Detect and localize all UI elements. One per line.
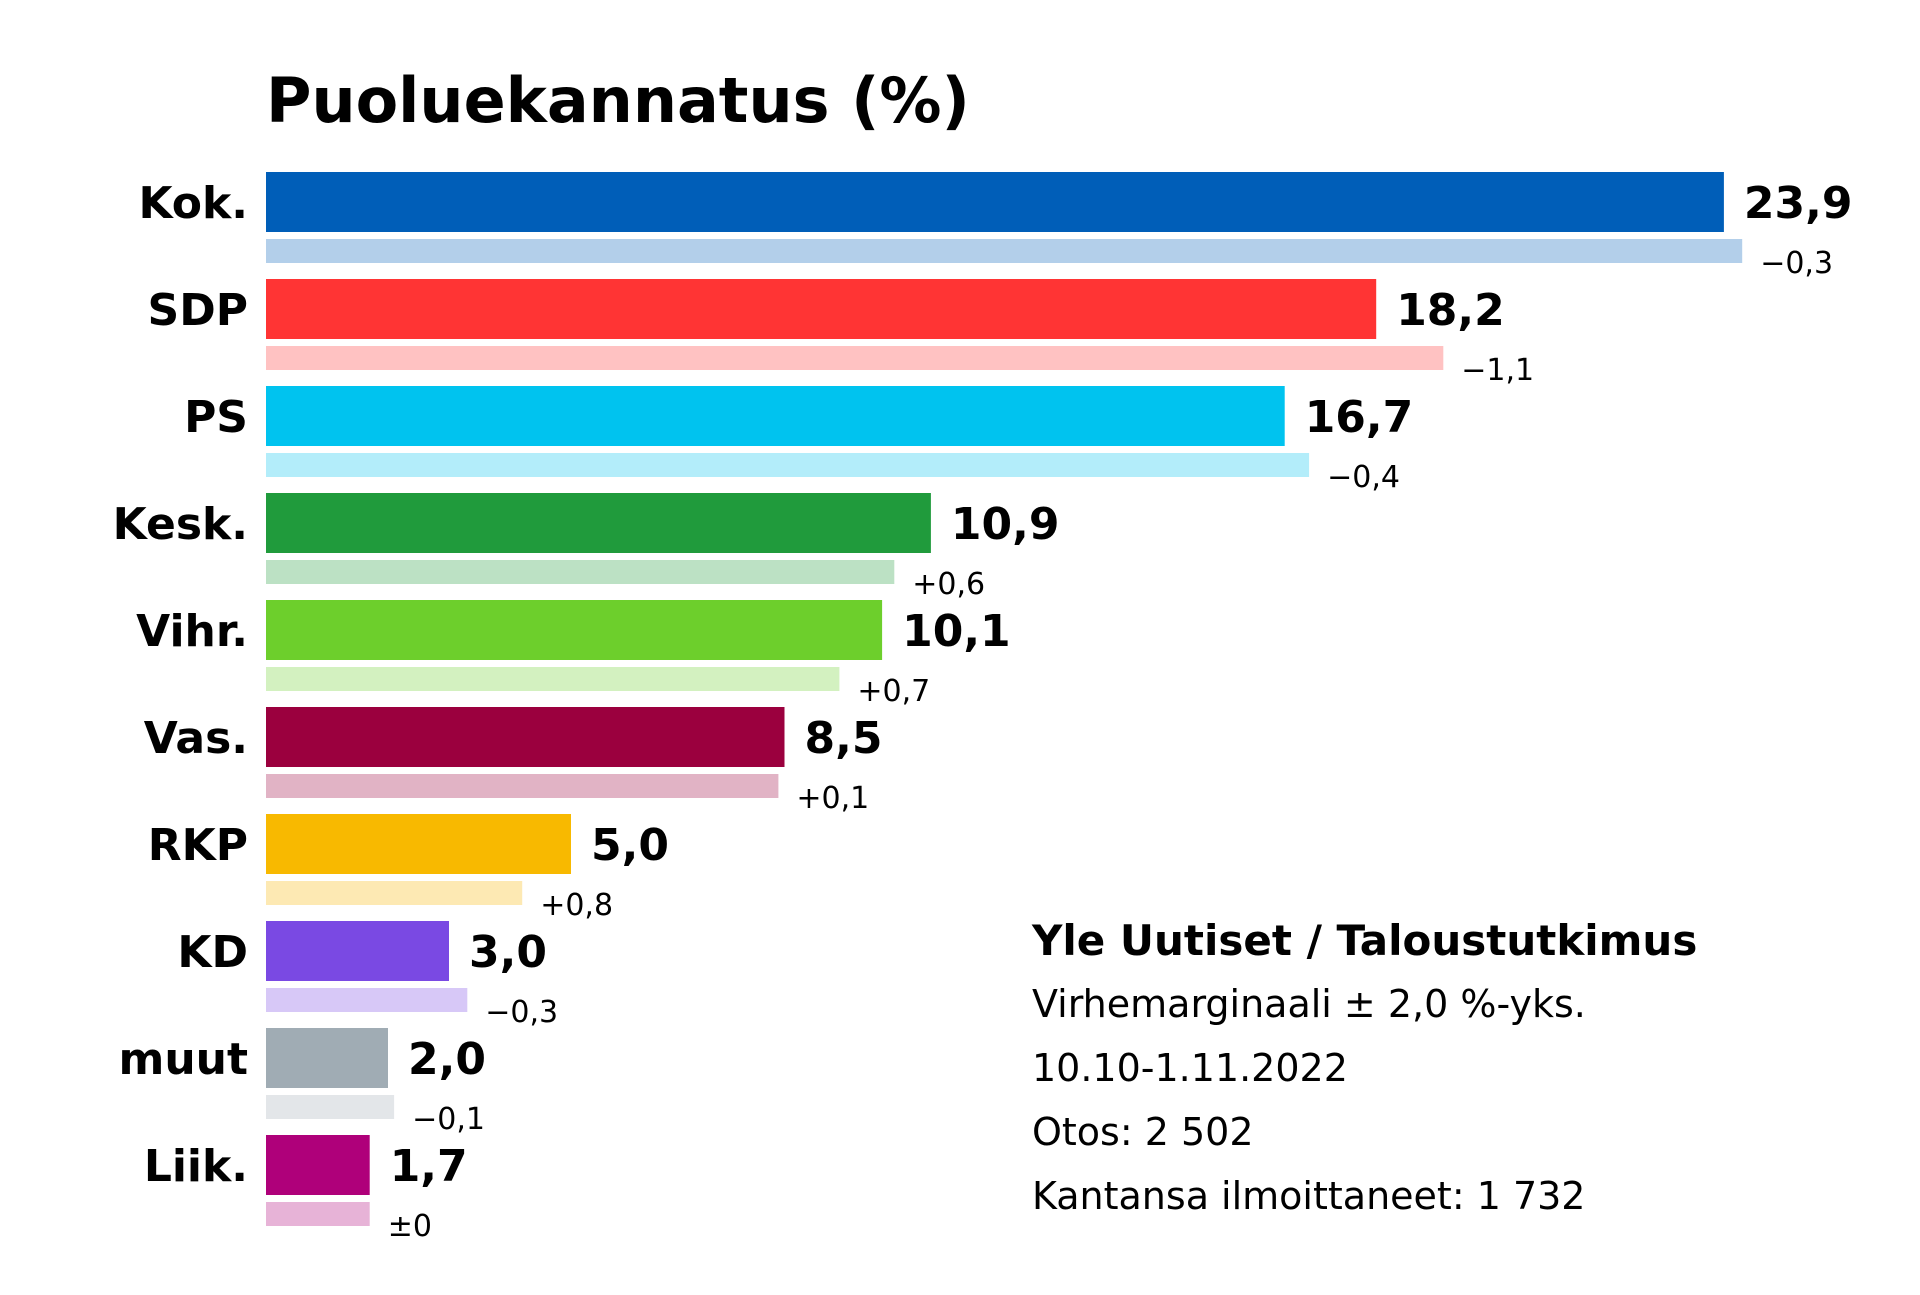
previous-bar-vihr xyxy=(266,667,840,691)
value-label-kok: 23,9 xyxy=(1744,178,1853,229)
source-margin-of-error: Virhemarginaali ± 2,0 %-yks. xyxy=(1032,982,1586,1026)
change-label-kesk: +0,6 xyxy=(912,567,985,602)
bar-vas xyxy=(266,707,785,767)
previous-bar-kd xyxy=(266,988,468,1012)
value-label-vas: 8,5 xyxy=(805,713,883,764)
value-label-ps: 16,7 xyxy=(1305,392,1414,443)
change-label-vihr: +0,7 xyxy=(857,674,930,709)
value-label-muut: 2,0 xyxy=(408,1034,486,1085)
bar-kd xyxy=(266,921,449,981)
change-label-sdp: −1,1 xyxy=(1461,353,1534,388)
change-label-rkp: +0,8 xyxy=(540,888,613,923)
change-label-ps: −0,4 xyxy=(1327,460,1400,495)
source-info: Yle Uutiset / Taloustutkimus Virhemargin… xyxy=(1032,910,1892,1228)
category-label-vas: Vas. xyxy=(144,713,248,764)
source-sample-size: Otos: 2 502 xyxy=(1032,1110,1254,1154)
bars-group: Kok. 23,9 −0,3 SDP 18,2 −1,1 PS 16,7 −0,4 Kesk. 10… xyxy=(113,172,1853,1244)
category-label-kd: KD xyxy=(177,927,248,978)
category-label-muut: muut xyxy=(118,1034,248,1085)
category-label-sdp: SDP xyxy=(148,285,248,336)
bar-kesk xyxy=(266,493,931,553)
value-label-vihr: 10,1 xyxy=(902,606,1011,657)
previous-bar-liik xyxy=(266,1202,370,1226)
source-date-range: 10.10-1.11.2022 xyxy=(1032,1046,1348,1090)
bar-vihr xyxy=(266,600,883,660)
value-label-rkp: 5,0 xyxy=(591,820,669,871)
value-label-kesk: 10,9 xyxy=(951,499,1060,550)
chart-title: Puoluekannatus (%) xyxy=(266,64,970,137)
category-label-liik: Liik. xyxy=(144,1141,248,1192)
bar-rkp xyxy=(266,814,571,874)
previous-bar-vas xyxy=(266,774,779,798)
change-label-kd: −0,3 xyxy=(485,995,558,1030)
change-label-kok: −0,3 xyxy=(1760,246,1833,281)
category-label-kesk: Kesk. xyxy=(113,499,248,550)
previous-bar-ps xyxy=(266,453,1310,477)
source-title: Yle Uutiset / Taloustutkimus xyxy=(1032,916,1698,965)
previous-bar-kesk xyxy=(266,560,895,584)
change-label-muut: −0,1 xyxy=(412,1102,485,1137)
bar-liik xyxy=(266,1135,370,1195)
previous-bar-muut xyxy=(266,1095,395,1119)
bar-sdp xyxy=(266,279,1377,339)
category-label-rkp: RKP xyxy=(148,820,248,871)
category-label-vihr: Vihr. xyxy=(136,606,248,657)
source-respondents: Kantansa ilmoittaneet: 1 732 xyxy=(1032,1174,1586,1218)
previous-bar-sdp xyxy=(266,346,1444,370)
category-label-ps: PS xyxy=(184,392,248,443)
previous-bar-rkp xyxy=(266,881,523,905)
bar-muut xyxy=(266,1028,388,1088)
value-label-sdp: 18,2 xyxy=(1396,285,1505,336)
value-label-kd: 3,0 xyxy=(469,927,547,978)
bar-kok xyxy=(266,172,1724,232)
category-label-kok: Kok. xyxy=(138,178,248,229)
change-label-vas: +0,1 xyxy=(796,781,869,816)
value-label-liik: 1,7 xyxy=(390,1141,468,1192)
previous-bar-kok xyxy=(266,239,1743,263)
bar-ps xyxy=(266,386,1285,446)
change-label-liik: ±0 xyxy=(388,1209,432,1244)
